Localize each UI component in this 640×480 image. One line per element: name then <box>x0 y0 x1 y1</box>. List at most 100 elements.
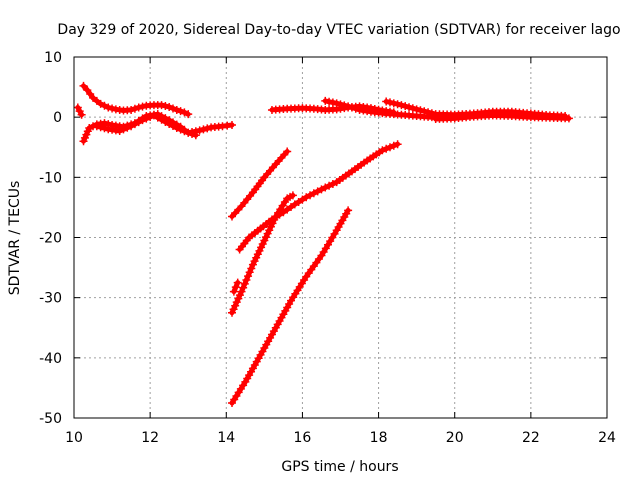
data-point <box>233 278 242 287</box>
data-point <box>405 103 414 112</box>
data-point <box>250 257 259 266</box>
data-point <box>317 185 326 194</box>
data-point <box>180 127 189 136</box>
data-point <box>239 283 248 292</box>
data-point <box>138 116 147 125</box>
data-point <box>263 229 272 238</box>
x-tick-labels: 10 12 14 16 18 20 22 24 <box>65 430 616 446</box>
series-arc-11 <box>227 191 297 317</box>
data-point <box>270 215 279 224</box>
data-point <box>321 96 330 105</box>
data-point <box>180 108 189 117</box>
data-point <box>130 104 139 113</box>
y-tick-label: -10 <box>39 170 62 186</box>
data-point <box>283 147 292 156</box>
data-point <box>157 101 166 110</box>
x-tick-label: 16 <box>294 430 312 446</box>
data-point <box>245 268 254 277</box>
data-point <box>232 298 241 307</box>
x-tick-label: 22 <box>522 430 540 446</box>
data-point <box>420 107 429 116</box>
data-point <box>231 283 240 292</box>
data-point <box>328 179 337 188</box>
data-point <box>248 260 257 269</box>
data-point <box>96 99 105 108</box>
data-point <box>176 125 185 134</box>
data-point <box>235 291 244 300</box>
data-point <box>351 104 360 113</box>
data-point <box>242 276 251 285</box>
data-point <box>231 301 240 310</box>
data-point <box>119 125 128 134</box>
data-point <box>138 102 147 111</box>
x-tick-label: 20 <box>446 430 464 446</box>
data-point <box>564 114 573 123</box>
series-arc-8 <box>431 111 573 123</box>
data-point <box>92 122 101 131</box>
data-point <box>401 102 410 111</box>
data-point <box>240 279 249 288</box>
data-point <box>288 191 297 200</box>
data-point <box>416 106 425 115</box>
data-point <box>385 143 394 152</box>
data-point <box>77 110 86 119</box>
data-point <box>393 100 402 109</box>
data-point <box>382 97 391 106</box>
data-point <box>336 100 345 109</box>
series-arc-9 <box>227 147 292 221</box>
chart-title: Day 329 of 2020, Sidereal Day-to-day VTE… <box>57 22 620 38</box>
series-arc-13 <box>227 206 353 407</box>
data-point <box>188 130 197 139</box>
data-point <box>347 103 356 112</box>
data-point <box>96 123 105 132</box>
x-tick-label: 12 <box>141 430 159 446</box>
data-point <box>332 99 341 108</box>
data-point <box>75 107 84 116</box>
data-point <box>73 103 82 112</box>
data-point <box>344 102 353 111</box>
data-point <box>255 246 264 255</box>
data-point <box>234 294 243 303</box>
data-point <box>344 206 353 215</box>
data-point <box>257 243 266 252</box>
data-point <box>227 308 236 317</box>
data-point <box>123 123 132 132</box>
data-point <box>258 239 267 248</box>
series-arc-1 <box>79 81 193 119</box>
series-arc-10 <box>235 140 402 254</box>
y-tick-label: -40 <box>39 351 62 367</box>
data-point <box>142 114 151 123</box>
data-point <box>184 110 193 119</box>
data-point <box>247 264 256 273</box>
data-point <box>115 127 124 136</box>
data-point <box>108 104 117 113</box>
data-point <box>172 105 181 114</box>
data-point <box>227 120 236 129</box>
data-points <box>73 81 573 407</box>
y-tick-labels: -50 -40 -30 -20 -10 0 10 <box>39 50 62 427</box>
data-point <box>265 226 274 235</box>
data-point <box>252 253 261 262</box>
data-point <box>378 146 387 155</box>
data-point <box>253 250 262 259</box>
y-tick-label: -30 <box>39 291 62 307</box>
data-point <box>165 102 174 111</box>
data-point <box>244 272 253 281</box>
series-arc-4 <box>73 103 86 119</box>
y-axis-label: SDTVAR / TECUs <box>7 181 23 296</box>
plot-frame <box>73 56 608 419</box>
data-point <box>127 105 136 114</box>
data-point <box>237 287 246 296</box>
data-point <box>85 123 94 132</box>
data-point <box>79 81 88 90</box>
series-arc-6 <box>321 96 452 122</box>
data-point <box>325 97 334 106</box>
data-point <box>382 144 391 153</box>
y-tick-label: 0 <box>53 110 62 126</box>
data-point <box>168 104 177 113</box>
x-tick-label: 14 <box>217 430 235 446</box>
data-point <box>146 112 155 121</box>
data-point <box>261 233 270 242</box>
series-trace <box>229 149 290 219</box>
